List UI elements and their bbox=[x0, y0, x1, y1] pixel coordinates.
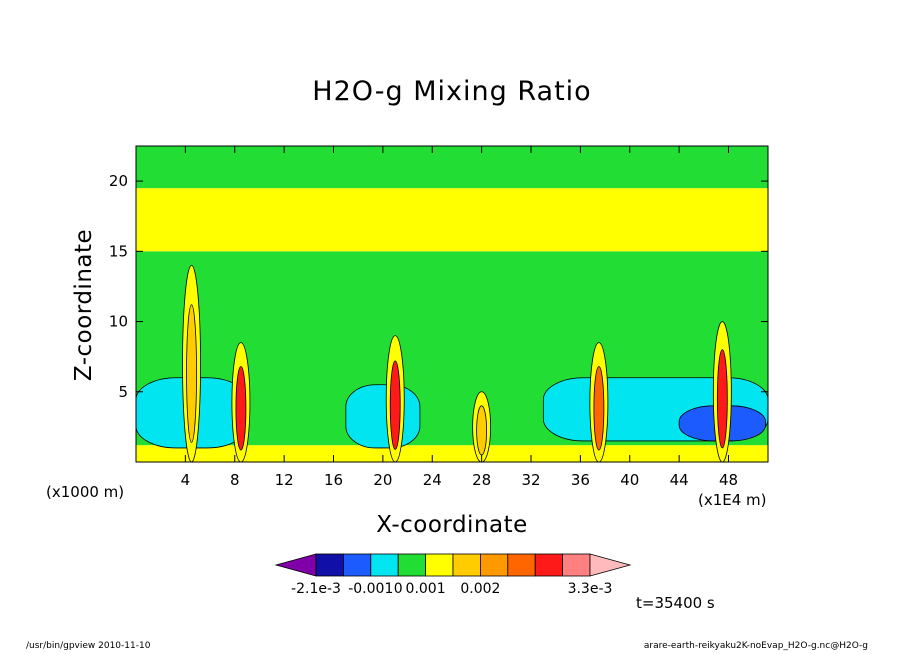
y-tick-label-1: 10 bbox=[109, 313, 128, 331]
colorbar-swatch-6 bbox=[452, 553, 481, 577]
x-tick-label-7: 32 bbox=[521, 471, 540, 489]
plume-core-8 bbox=[186, 304, 197, 443]
colorbar-swatch-10 bbox=[562, 553, 591, 577]
x-tick-label-11: 48 bbox=[719, 471, 738, 489]
colorbar-label-4: 0.002 bbox=[460, 581, 500, 597]
y-tick-label-2: 15 bbox=[109, 242, 128, 260]
colorbar-label-5: 3.3e-3 bbox=[568, 581, 613, 597]
x-tick-label-2: 12 bbox=[275, 471, 294, 489]
x-tick-label-8: 36 bbox=[571, 471, 590, 489]
colorbar-label-0: -2.1e-3 bbox=[291, 581, 341, 597]
colorbar-swatch-3 bbox=[370, 553, 399, 577]
colorbar-arrow-high bbox=[589, 553, 632, 577]
plume-core-12 bbox=[593, 366, 605, 451]
y-tick-label-3: 20 bbox=[109, 172, 128, 190]
colorbar-swatch-1 bbox=[315, 553, 344, 577]
background-band-0 bbox=[136, 445, 768, 462]
colorbar-label-2: 0 bbox=[394, 581, 403, 597]
footer-left: /usr/bin/gpview 2010-11-10 bbox=[26, 641, 151, 651]
x-tick-label-9: 40 bbox=[620, 471, 639, 489]
x-tick-label-10: 44 bbox=[670, 471, 689, 489]
colorbar-swatch-2 bbox=[342, 553, 372, 577]
colorbar-label-1: -0.001 bbox=[348, 581, 393, 597]
colorbar-swatch-5 bbox=[425, 553, 454, 577]
plot-frame bbox=[135, 145, 769, 463]
y-tick-label-0: 5 bbox=[118, 383, 128, 401]
time-label: t=35400 s bbox=[636, 594, 715, 612]
plume-core-11 bbox=[476, 405, 488, 456]
x-tick-label-3: 16 bbox=[324, 471, 343, 489]
plume-core-9 bbox=[235, 366, 247, 451]
colorbar-swatch-9 bbox=[534, 553, 564, 577]
x-axis-label: X-coordinate bbox=[376, 512, 528, 538]
negative-patch-5 bbox=[345, 384, 421, 449]
plume-core-13 bbox=[716, 349, 728, 449]
x-scale-note: (x1E4 m) bbox=[698, 491, 767, 509]
x-tick-label-4: 20 bbox=[373, 471, 392, 489]
background-band-2 bbox=[136, 188, 768, 252]
colorbar-swatch-7 bbox=[479, 553, 509, 577]
plot-area bbox=[136, 146, 768, 462]
colorbar-label-3: 0.001 bbox=[406, 581, 446, 597]
footer-right: arare-earth-reikyaku2K-noEvap_H2O-g.nc@H… bbox=[643, 641, 868, 651]
x-tick-label-0: 4 bbox=[181, 471, 191, 489]
colorbar-arrow-low bbox=[274, 553, 317, 577]
x-unit-note: (x1000 m) bbox=[46, 483, 125, 501]
plume-core-10 bbox=[389, 360, 401, 450]
colorbar-swatch-8 bbox=[507, 553, 536, 577]
colorbar: -2.1e-3 -0.001 0 0.001 0.002 3.3e-3 bbox=[274, 553, 632, 597]
background-band-3 bbox=[136, 146, 768, 189]
colorbar-swatch-4 bbox=[397, 553, 427, 577]
x-tick-label-1: 8 bbox=[230, 471, 240, 489]
x-tick-label-5: 24 bbox=[423, 471, 442, 489]
x-tick-label-6: 28 bbox=[472, 471, 491, 489]
chart-title: H2O-g Mixing Ratio bbox=[312, 76, 592, 107]
